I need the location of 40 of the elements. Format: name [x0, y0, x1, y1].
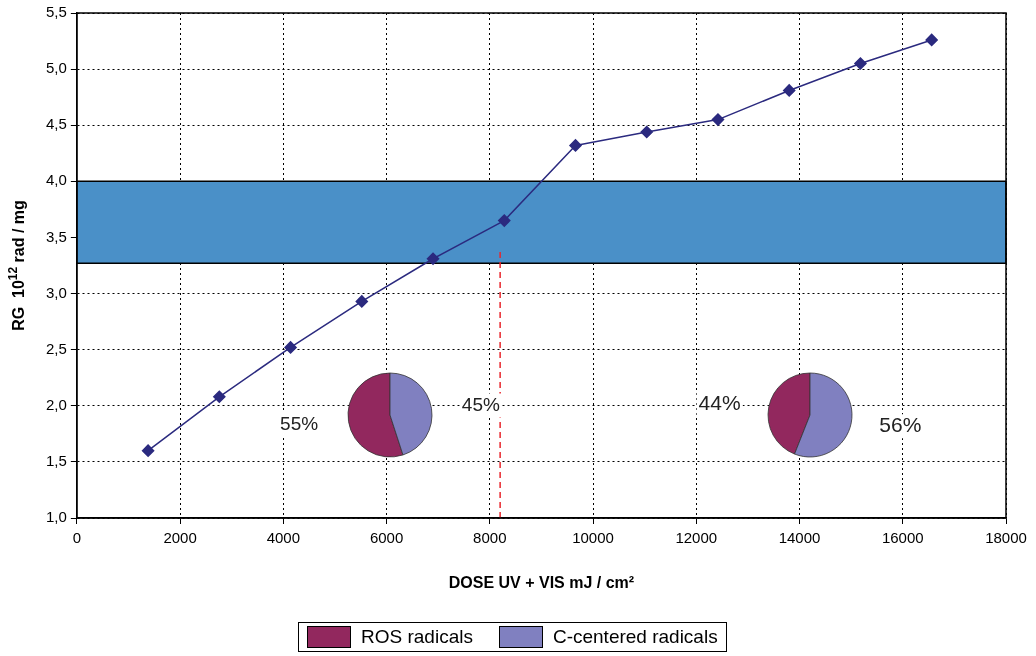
point — [640, 125, 653, 139]
y-tick-label: 2,5 — [45, 339, 67, 357]
y-tick-label: 1,0 — [45, 508, 67, 526]
point — [711, 113, 725, 126]
data-label: 55% — [280, 412, 319, 434]
y-tick-label: 4,5 — [45, 115, 67, 133]
point — [141, 444, 155, 457]
x-axis-title: DOSE UV + VIS mJ / cm² — [448, 574, 635, 591]
x-tick-label: 10000 — [572, 529, 614, 547]
x-tick-label: 2000 — [163, 529, 197, 547]
y-tick-label: 5,0 — [45, 59, 67, 77]
y-tick-label: 3,5 — [45, 227, 67, 245]
x-tick-label: 4000 — [266, 529, 301, 547]
point — [284, 341, 297, 354]
x-tick-label: 6000 — [369, 529, 404, 547]
y-tick-label: 3,0 — [45, 283, 67, 301]
point — [854, 57, 867, 70]
x-tick-label: 0 — [72, 529, 82, 547]
legend-label: ROS radicals — [361, 626, 473, 648]
data-label: 44% — [698, 390, 741, 414]
point — [426, 252, 440, 266]
x-tick-label: 16000 — [881, 529, 924, 547]
x-tick-label: 18000 — [985, 529, 1027, 547]
y-axis-title: RG 1012 rad / mg — [6, 200, 27, 331]
point — [569, 139, 582, 152]
legend-label: C-centered radicals — [552, 626, 718, 648]
point — [782, 84, 796, 97]
data-label: 45% — [461, 393, 500, 415]
point — [355, 295, 369, 308]
x-tick-label: 8000 — [473, 529, 507, 547]
x-tick-label: 14000 — [778, 529, 821, 547]
y-tick-label: 4,0 — [45, 171, 67, 189]
y-tick-label: 5,5 — [45, 3, 67, 21]
y-tick-label: 2,0 — [45, 395, 67, 413]
point — [925, 33, 938, 47]
y-tick-label: 1,5 — [45, 452, 67, 470]
point — [498, 214, 511, 227]
x-tick-label: 12000 — [675, 529, 718, 547]
point — [213, 390, 226, 404]
data-label: 56% — [879, 413, 922, 437]
